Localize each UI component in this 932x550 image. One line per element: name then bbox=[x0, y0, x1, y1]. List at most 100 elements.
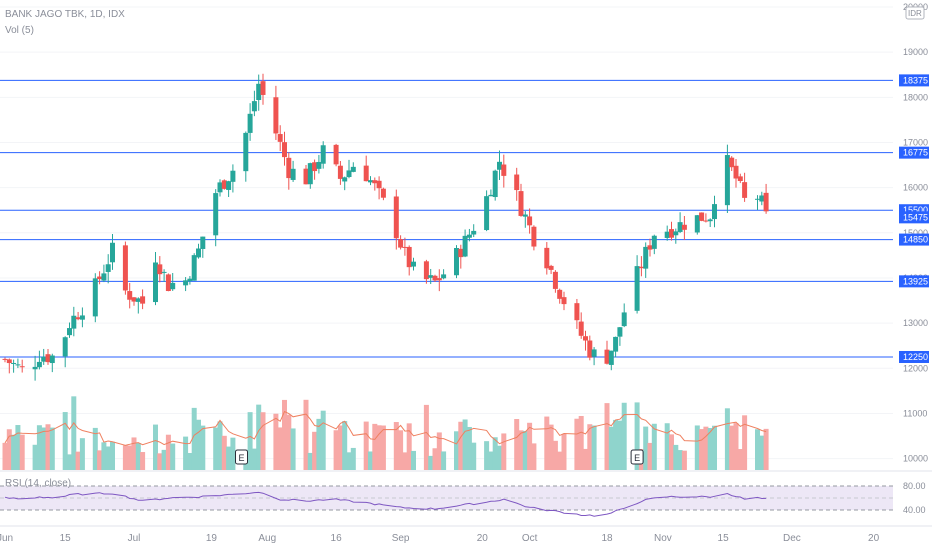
candle-body bbox=[6, 359, 12, 364]
price-tick-label: 17000 bbox=[903, 137, 928, 147]
volume-bar bbox=[557, 451, 563, 470]
volume-bar bbox=[544, 416, 550, 470]
volume-bar bbox=[170, 443, 176, 470]
candle-body bbox=[247, 113, 253, 133]
volume-bar bbox=[737, 449, 743, 470]
candle-body bbox=[135, 298, 141, 302]
candle-body bbox=[522, 214, 528, 217]
candles bbox=[2, 73, 769, 381]
candle-body bbox=[488, 194, 494, 197]
volume-bar bbox=[591, 425, 597, 470]
candle-body bbox=[497, 161, 502, 170]
candle-body bbox=[101, 273, 107, 281]
level-price-tag[interactable] bbox=[899, 74, 929, 87]
candle-body bbox=[256, 83, 262, 101]
candle-body bbox=[583, 336, 588, 341]
price-axis[interactable]: 2000019000180001700016000150001400013000… bbox=[899, 2, 929, 515]
candle-body bbox=[621, 312, 627, 327]
candle-body bbox=[286, 157, 292, 179]
time-tick-label: Jun bbox=[0, 533, 13, 544]
candle-body bbox=[677, 222, 683, 232]
time-axis[interactable]: Jun 15 Jul 19 Aug 16 Sep 20 Oct 18 Nov 15 Dec 20 bbox=[0, 525, 932, 544]
volume-bar bbox=[342, 421, 348, 470]
level-price-tag[interactable] bbox=[899, 146, 929, 159]
volume-bar bbox=[165, 434, 171, 470]
level-price-tag[interactable] bbox=[899, 233, 929, 246]
volume-bar bbox=[161, 449, 167, 470]
candle-body bbox=[591, 349, 597, 357]
volume-bar bbox=[527, 422, 533, 470]
price-tick-label: 15000 bbox=[903, 228, 928, 238]
volume-bar bbox=[574, 418, 580, 470]
candle-body bbox=[282, 142, 287, 158]
volume-bar bbox=[651, 423, 657, 470]
candle-body bbox=[694, 215, 700, 233]
earnings-marker[interactable] bbox=[235, 449, 248, 465]
candle-body bbox=[11, 362, 17, 364]
volume-bar bbox=[492, 437, 498, 470]
rsi-tick-label: 40.00 bbox=[903, 505, 926, 515]
candle-body bbox=[110, 242, 115, 263]
candle-body bbox=[432, 275, 438, 281]
time-tick-label: 18 bbox=[601, 533, 613, 544]
volume-bar bbox=[196, 419, 201, 470]
candle-body bbox=[303, 168, 309, 185]
candle-body bbox=[251, 101, 257, 112]
candle-body bbox=[79, 315, 85, 320]
candle-body bbox=[557, 289, 563, 299]
candle-body bbox=[372, 180, 378, 184]
candle-body bbox=[312, 162, 318, 172]
candle-body bbox=[165, 274, 171, 292]
volume-bar bbox=[75, 451, 81, 470]
volume-bar bbox=[247, 412, 253, 470]
current-price-tag[interactable] bbox=[899, 211, 929, 224]
candle-body bbox=[669, 229, 674, 238]
volume-bar bbox=[32, 444, 38, 470]
volume-bar bbox=[664, 423, 670, 470]
candle-body bbox=[187, 278, 193, 282]
candle-body bbox=[664, 231, 670, 238]
candle-body bbox=[376, 180, 382, 189]
volume-bar bbox=[127, 445, 133, 470]
candle-body bbox=[45, 354, 51, 363]
volume-bar bbox=[97, 450, 103, 470]
volume-bar bbox=[621, 402, 627, 470]
candle-body bbox=[363, 165, 369, 182]
candle-body bbox=[131, 297, 137, 302]
price-tick-label: 16000 bbox=[903, 183, 928, 193]
candle-body bbox=[15, 364, 21, 366]
price-tick-label: 12000 bbox=[903, 363, 928, 373]
earnings-marker[interactable] bbox=[630, 449, 644, 465]
volume-bar bbox=[634, 402, 640, 470]
volume-bar bbox=[471, 442, 477, 470]
volume-bar bbox=[191, 407, 197, 470]
candle-body bbox=[423, 261, 429, 280]
candle-body bbox=[217, 182, 223, 193]
volume-bar bbox=[647, 442, 653, 470]
candle-body bbox=[699, 212, 705, 221]
volume-pane bbox=[2, 396, 769, 470]
horizontal-levels[interactable] bbox=[0, 79, 893, 358]
candle-body bbox=[759, 195, 765, 202]
volume-bar bbox=[183, 436, 189, 470]
candle-body bbox=[226, 181, 232, 190]
volume-bar bbox=[587, 424, 593, 470]
level-price-tag[interactable] bbox=[899, 350, 929, 363]
candle-body bbox=[729, 157, 735, 168]
rsi-line bbox=[4, 491, 767, 517]
candle-body bbox=[733, 165, 739, 179]
volume-bar bbox=[406, 423, 412, 470]
volume-bar bbox=[286, 414, 292, 470]
candle-body bbox=[67, 328, 72, 336]
candle-body bbox=[587, 340, 593, 358]
volume-bar bbox=[428, 455, 434, 470]
volume-bar bbox=[110, 441, 115, 470]
volume-bar bbox=[67, 454, 72, 470]
volume-bar bbox=[92, 427, 98, 470]
price-tick-label: 19000 bbox=[903, 47, 928, 57]
candle-body bbox=[462, 235, 468, 257]
level-price-tag[interactable] bbox=[899, 275, 929, 288]
candle-body bbox=[221, 180, 227, 189]
